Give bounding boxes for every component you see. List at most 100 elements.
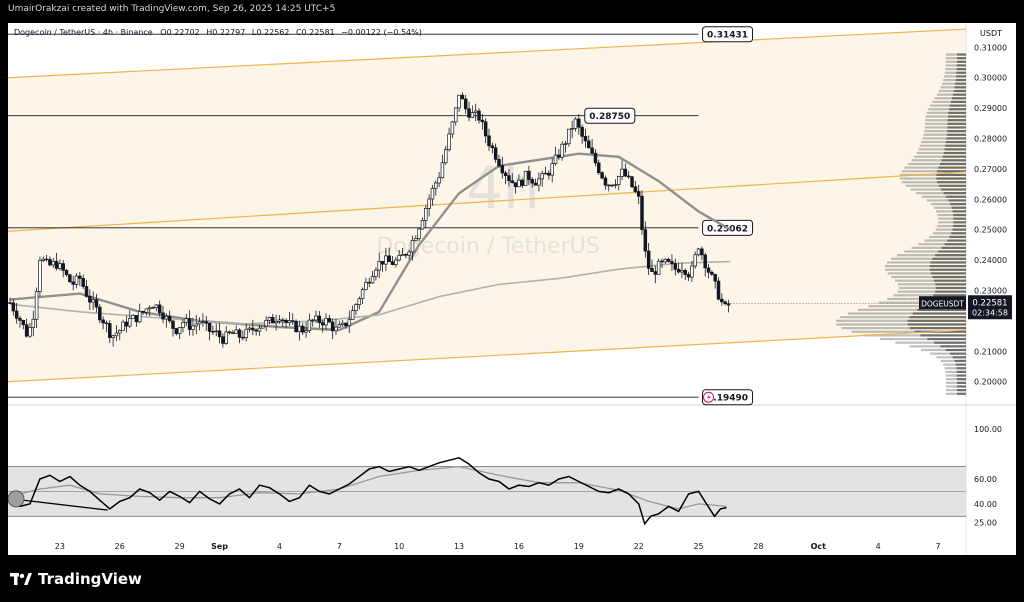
legend-symbol[interactable]: Dogecoin / TetherUS · 4h · Binance — [14, 28, 153, 37]
volume-profile-bar-inner — [956, 64, 966, 67]
candle-body — [580, 126, 584, 137]
price-tick-label: 0.27000 — [974, 165, 1007, 174]
volume-profile-bar-inner — [945, 348, 966, 352]
volume-profile-bar — [884, 265, 966, 268]
candle-body — [204, 321, 209, 324]
volume-profile-bar — [921, 195, 966, 198]
volume-profile-bar — [847, 312, 966, 315]
volume-profile-bar — [879, 337, 966, 341]
candle-body — [397, 254, 401, 261]
candle-body — [51, 260, 55, 266]
candle-body — [231, 332, 235, 334]
volume-profile-bar-inner — [946, 137, 966, 140]
volume-profile-bar-inner — [929, 265, 966, 268]
volume-profile-bar-inner — [947, 126, 966, 129]
volume-profile-bar-inner — [941, 246, 966, 249]
candle-body — [111, 335, 115, 338]
candle-body — [104, 322, 109, 325]
candle-body — [360, 289, 365, 299]
candle-body — [91, 299, 95, 303]
volume-profile-bar-inner — [951, 97, 966, 100]
volume-profile-bar-inner — [917, 308, 966, 311]
volume-profile-bar — [901, 170, 966, 173]
candle-body — [137, 310, 142, 323]
brand-name: TradingView — [38, 570, 142, 588]
candle-body — [507, 175, 511, 182]
candle-body — [517, 179, 521, 188]
candle-body — [470, 112, 475, 118]
candle-body — [38, 260, 42, 292]
rsi-tick-label: 100.00 — [974, 425, 1002, 434]
volume-profile-bar-inner — [953, 213, 966, 217]
candle-body — [407, 251, 411, 256]
volume-profile-bar-inner — [939, 162, 966, 166]
volume-profile-bar-inner — [956, 71, 966, 74]
candle-body — [11, 302, 16, 312]
candle-body — [500, 165, 505, 174]
chart-canvas[interactable]: 4h Dogecoin / TetherUS 0.31431 0.28750 0.2… — [7, 23, 1016, 555]
currency-label[interactable]: USDT — [980, 29, 1002, 38]
candle-body — [161, 312, 165, 320]
candle-body — [483, 121, 488, 137]
volume-profile-bar-inner — [949, 235, 966, 239]
volume-profile-bar-inner — [956, 53, 966, 56]
candle-body — [497, 158, 501, 167]
volume-profile-bar-inner — [951, 206, 966, 209]
candle-body — [537, 178, 541, 186]
candle-body — [646, 250, 651, 269]
candle-body — [134, 315, 139, 323]
candle-body — [477, 110, 481, 121]
volume-profile-bar — [929, 235, 966, 239]
time-tick-label: 25 — [693, 542, 703, 551]
candle-body — [14, 310, 19, 319]
candle-body — [716, 280, 721, 300]
volume-profile-bar — [925, 115, 966, 118]
volume-profile-bar — [904, 250, 966, 253]
time-tick-label: 23 — [55, 542, 65, 551]
price-axis: 0.31000 0.30000 0.29000 0.28000 0.27000 0.260… — [974, 43, 1007, 386]
candle-body — [227, 331, 232, 334]
price-channel — [7, 28, 967, 383]
candle-body — [447, 133, 451, 151]
candle-body — [314, 315, 318, 321]
candle-body — [593, 152, 598, 164]
rsi-ma-line — [9, 465, 727, 510]
volume-profile-bar-inner — [956, 75, 966, 78]
volume-profile-bar — [836, 319, 966, 322]
candle-body — [267, 317, 272, 321]
candle-body — [567, 128, 571, 145]
volume-profile-bar — [940, 86, 966, 89]
candle-body — [626, 175, 631, 178]
volume-profile-bar-inner — [935, 286, 966, 290]
time-tick-label: 7 — [337, 542, 342, 551]
price-tick-label: 0.23000 — [974, 287, 1007, 296]
candle-body — [587, 140, 591, 149]
volume-profile-bar-inner — [947, 130, 966, 133]
candle-body — [493, 147, 498, 160]
candle-body — [410, 240, 415, 253]
candle-body — [350, 310, 355, 320]
volume-profile-bar-inner — [936, 173, 966, 176]
volume-profile-bar — [944, 367, 966, 370]
volume-profile-bar-inner — [930, 272, 966, 275]
candle-body — [690, 265, 694, 278]
volume-profile-bar-inner — [942, 155, 966, 158]
volume-profile-bar — [945, 60, 966, 63]
price-tick-label: 0.24000 — [974, 256, 1007, 265]
volume-profile-bar — [924, 239, 966, 242]
volume-profile-bar — [930, 202, 966, 206]
candle-body — [88, 296, 92, 303]
candle-body — [603, 177, 608, 186]
legend-change: −0.00122 (−0.54%) — [341, 28, 422, 37]
volume-profile-bar — [895, 279, 966, 282]
volume-profile-bar-inner — [948, 111, 966, 114]
channel-line-middle — [7, 171, 967, 232]
price-tick-label: 0.30000 — [974, 74, 1007, 83]
candle-body — [58, 263, 62, 269]
candle-body — [28, 327, 32, 337]
volume-profile-bar-inner — [938, 166, 966, 169]
legend-low: L0.22562 — [251, 28, 290, 37]
volume-profile-bar — [916, 151, 966, 155]
candle-body — [340, 322, 345, 325]
legend-close: C0.22581 — [295, 28, 335, 37]
